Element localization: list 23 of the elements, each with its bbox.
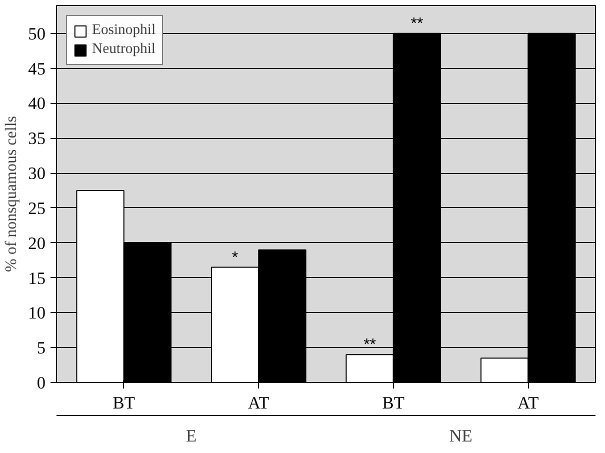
x-tick-label: AT	[248, 394, 270, 412]
legend-label: Neutrophil	[92, 41, 156, 58]
data-label: **	[364, 336, 376, 354]
text: NE	[449, 426, 472, 446]
y-tick-label: 0	[36, 374, 46, 392]
x-tick-label: BT	[112, 394, 136, 412]
legend-label: Eosinophil	[92, 22, 156, 39]
data-label: *	[232, 249, 238, 266]
y-tick-label: 20	[28, 234, 46, 253]
y-tick-label: 10	[28, 304, 46, 323]
x-tick-label: BT	[382, 394, 405, 412]
y-tick-label: 45	[28, 59, 46, 78]
y-tick-label: 35	[28, 129, 46, 148]
x-tick-label: AT	[518, 394, 540, 412]
y-tick-label: 30	[28, 164, 46, 184]
data-label: **	[410, 15, 424, 32]
y-tick-label: 40	[28, 94, 46, 114]
y-tick-label: 50	[28, 24, 46, 44]
y-tick-label: 15	[28, 268, 46, 288]
y-tick-label: 5	[36, 338, 46, 358]
text: E	[186, 426, 197, 446]
y-axis-title: % of nonsquamous cells	[3, 116, 20, 272]
y-tick-label: 25	[28, 198, 46, 218]
